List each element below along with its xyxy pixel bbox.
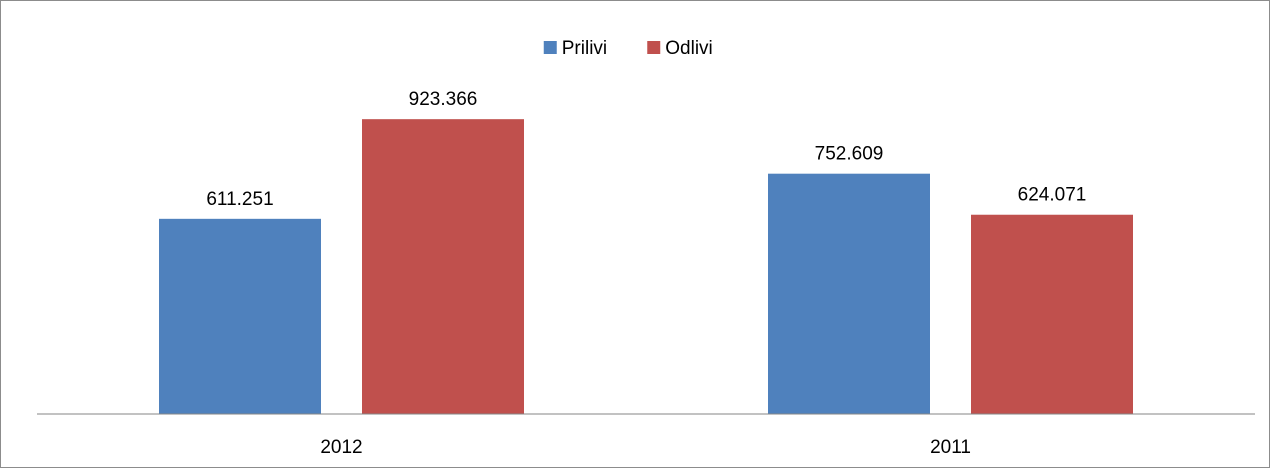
legend-swatch-prilivi <box>543 41 557 54</box>
bar-prilivi-2012 <box>159 218 321 414</box>
category-label-2011: 2011 <box>930 437 971 458</box>
data-label-odlivi-2011: 624.071 <box>1018 185 1087 206</box>
bar-prilivi-2011 <box>768 173 930 414</box>
bars <box>159 119 1133 414</box>
bar-odlivi-2012 <box>362 119 524 414</box>
data-label-prilivi-2012: 611.251 <box>206 189 273 210</box>
category-labels: 2012 2011 <box>320 437 971 458</box>
bar-odlivi-2011 <box>971 214 1133 414</box>
legend-label-prilivi: Prilivi <box>562 38 607 59</box>
category-label-2012: 2012 <box>320 437 362 458</box>
legend: Prilivi Odlivi <box>543 38 713 59</box>
data-label-odlivi-2012: 923.366 <box>409 89 478 110</box>
data-label-prilivi-2011: 752.609 <box>815 144 884 165</box>
legend-label-odlivi: Odlivi <box>665 38 713 59</box>
legend-swatch-odlivi <box>647 41 661 54</box>
data-labels: 611.251 923.366 752.609 624.071 <box>206 89 1086 210</box>
